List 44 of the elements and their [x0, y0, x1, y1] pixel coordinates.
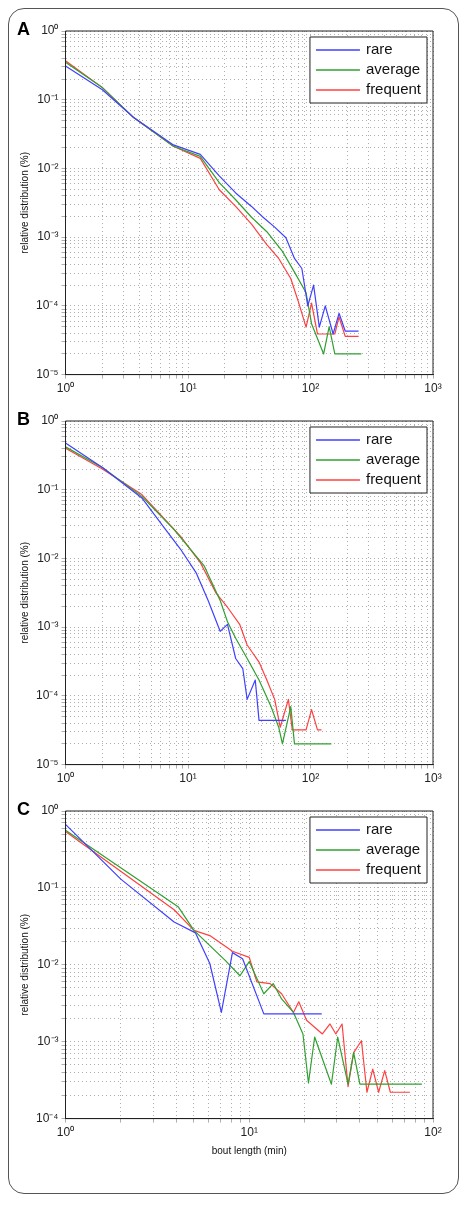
y-tick-label: 10⁰ [41, 23, 59, 38]
y-tick-label: 10⁻¹ [37, 92, 59, 107]
chart-title: C [17, 799, 30, 819]
y-tick-label: 10⁰ [41, 803, 59, 818]
x-tick-label: 10³ [424, 381, 442, 396]
y-tick-label: 10⁰ [41, 413, 59, 428]
legend-label: frequent [365, 860, 422, 878]
y-tick-label: 10⁻³ [37, 1034, 59, 1049]
x-axis-title: bout length (min) [211, 1144, 287, 1156]
legend-label: average [365, 450, 421, 468]
y-tick-label: 10⁻⁵ [36, 366, 59, 381]
x-tick-label: 10¹ [240, 1125, 258, 1140]
y-tick-label: 10⁻⁴ [35, 1110, 59, 1125]
y-tick-label: 10⁻⁴ [35, 298, 59, 313]
legend-label: rare [365, 820, 393, 838]
y-tick-label: 10⁻² [37, 160, 59, 175]
y-tick-label: 10⁻¹ [37, 880, 59, 895]
y-axis-title: relative distribution (%) [18, 541, 30, 644]
y-axis-title: relative distribution (%) [18, 913, 30, 1016]
y-tick-label: 10⁻³ [37, 619, 59, 634]
y-tick-label: 10⁻² [37, 550, 59, 565]
y-tick-label: 10⁻⁵ [36, 756, 59, 771]
x-tick-label: 10² [301, 381, 320, 396]
y-axis-title: relative distribution (%) [18, 151, 30, 254]
legend-label: rare [365, 430, 393, 448]
x-tick-label: 10⁰ [56, 1125, 75, 1140]
y-tick-label: 10⁻³ [37, 229, 59, 244]
x-tick-label: 10¹ [179, 381, 197, 396]
y-tick-label: 10⁻² [37, 957, 59, 972]
legend-label: frequent [365, 80, 422, 98]
x-tick-label: 10⁰ [56, 381, 75, 396]
legend-label: average [365, 840, 421, 858]
x-tick-label: 10³ [424, 771, 442, 786]
legend-label: rare [365, 40, 393, 58]
y-tick-label: 10⁻⁴ [35, 688, 59, 703]
x-tick-label: 10⁰ [56, 771, 75, 786]
chart-title: B [17, 409, 30, 429]
legend-label: average [365, 60, 421, 78]
x-tick-label: 10¹ [179, 771, 197, 786]
chart-title: A [17, 19, 30, 39]
y-tick-label: 10⁻¹ [37, 482, 59, 497]
legend-label: frequent [365, 470, 422, 488]
x-tick-label: 10² [424, 1125, 442, 1140]
x-tick-label: 10² [301, 771, 320, 786]
